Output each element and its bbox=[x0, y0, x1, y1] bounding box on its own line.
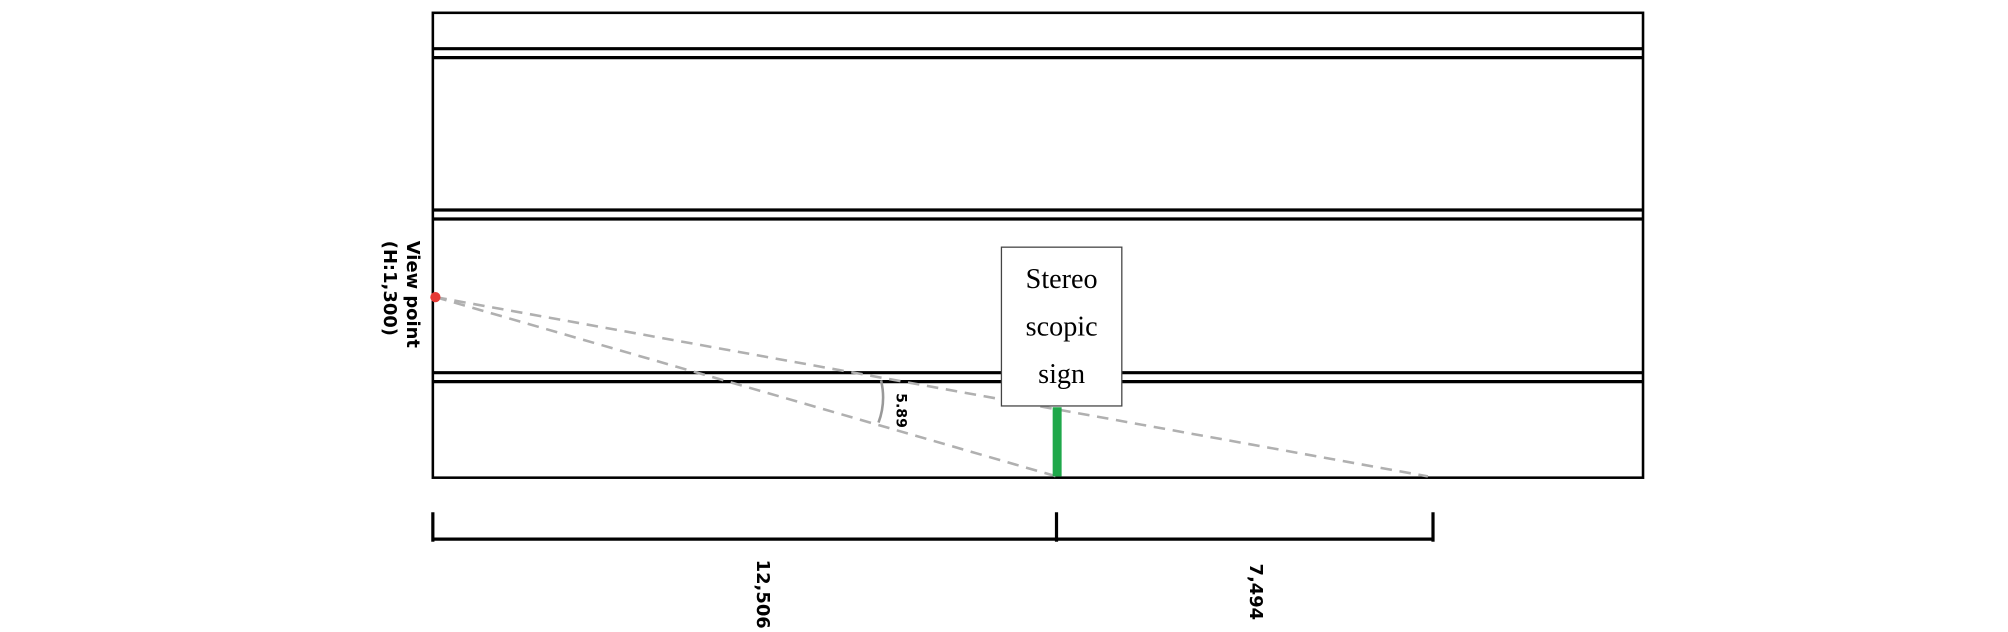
angle-arc bbox=[877, 380, 885, 424]
sign-post bbox=[1052, 407, 1062, 477]
sight-lines bbox=[435, 295, 1429, 478]
view-point-height: (H:1,300) bbox=[379, 241, 400, 336]
view-point-marker bbox=[430, 291, 441, 303]
road-frame bbox=[431, 11, 1645, 479]
angle-label: 5.89 bbox=[892, 393, 908, 428]
sign-box bbox=[1000, 246, 1123, 407]
view-point-label: View point (H:1,300) bbox=[379, 241, 423, 349]
sign-line: scopic bbox=[1026, 312, 1098, 343]
dimension-line bbox=[431, 512, 1435, 542]
sign-text: Stereo scopic sign bbox=[1026, 264, 1098, 390]
dimension-label: 12,506 bbox=[752, 560, 773, 629]
sign-line: sign bbox=[1038, 359, 1085, 390]
sign-line: Stereo bbox=[1026, 264, 1098, 295]
dimension-label: 7,494 bbox=[1245, 563, 1266, 620]
view-point-text: View point bbox=[402, 241, 423, 349]
